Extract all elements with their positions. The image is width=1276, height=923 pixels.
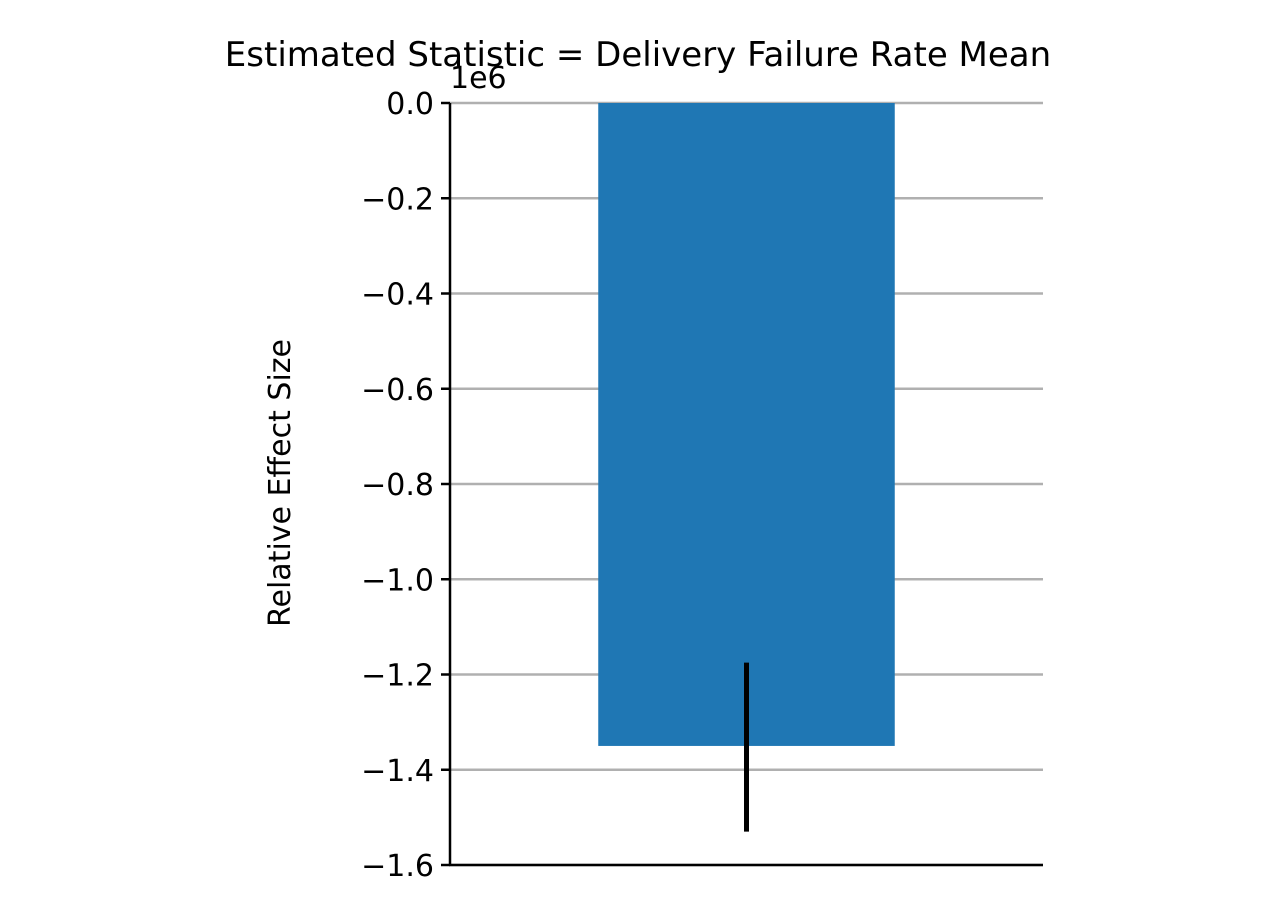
y-tick-label: −0.4 — [361, 278, 434, 313]
y-tick-label: −0.2 — [361, 182, 434, 217]
y-tick-label: −1.0 — [361, 563, 434, 598]
y-tick-label: 0.0 — [386, 87, 434, 122]
y-tick-label: −0.6 — [361, 373, 434, 408]
y-tick-label: −1.4 — [361, 754, 434, 789]
bar — [598, 103, 895, 746]
y-axis-scale-label: 1e6 — [450, 61, 507, 96]
y-tick-label: −1.6 — [361, 849, 434, 884]
y-tick-label: −1.2 — [361, 659, 434, 694]
chart-title: Estimated Statistic = Delivery Failure R… — [225, 35, 1051, 75]
y-tick-label: −0.8 — [361, 468, 434, 503]
y-axis-label: Relative Effect Size — [263, 339, 298, 627]
y-tick-labels: 0.0 −0.2 −0.4 −0.6 −0.8 −1.0 −1.2 −1.4 −1.6 — [361, 87, 450, 884]
bars — [598, 103, 895, 746]
